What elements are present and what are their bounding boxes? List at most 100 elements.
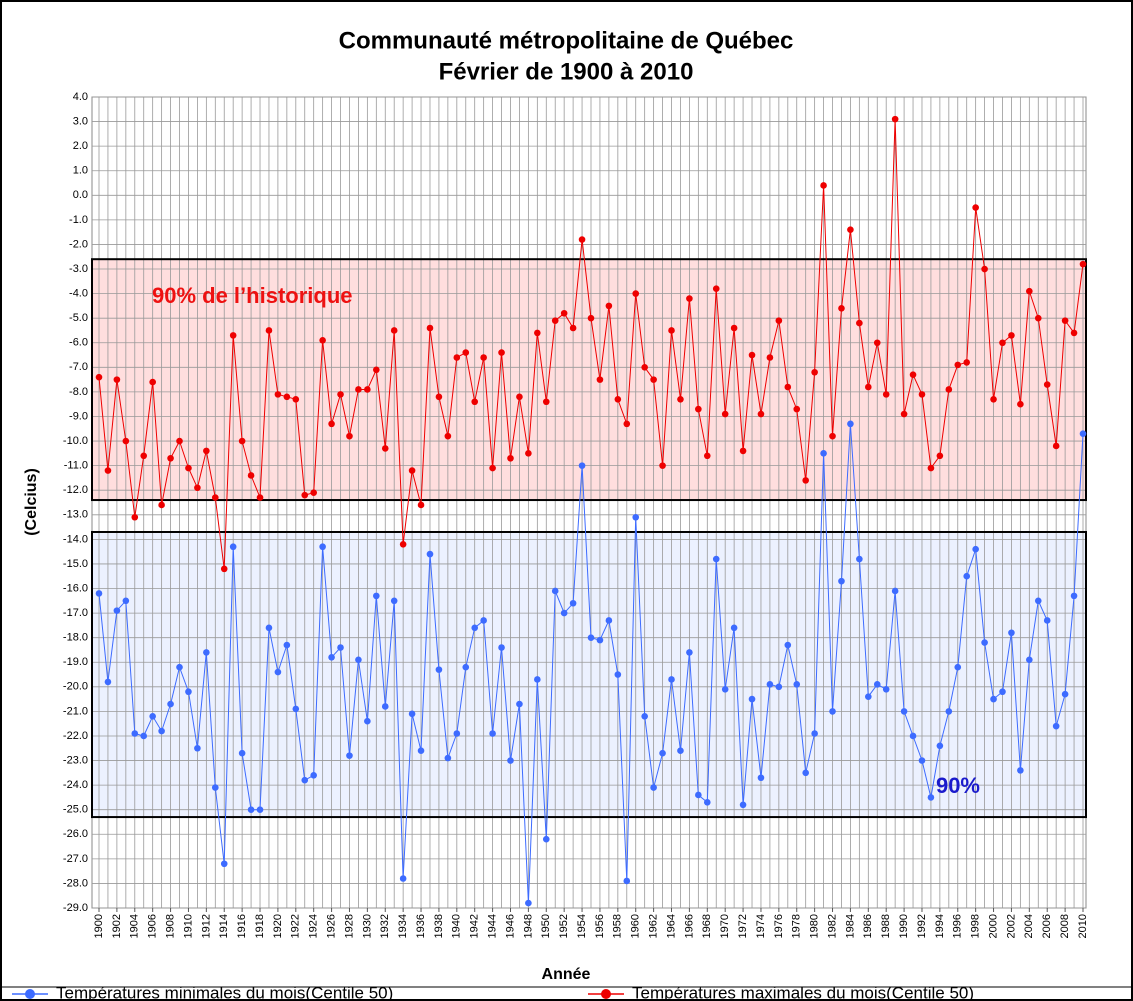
data-point — [373, 592, 380, 600]
data-point — [158, 727, 165, 735]
x-tick-label: 1942 — [469, 914, 481, 938]
data-point — [721, 410, 729, 418]
x-tick-label: 1998 — [970, 914, 982, 938]
data-point — [578, 236, 586, 243]
data-point — [238, 437, 246, 445]
data-point — [1070, 329, 1078, 337]
x-tick-label: 1918 — [254, 914, 266, 938]
data-point — [596, 376, 604, 383]
data-point — [954, 361, 962, 369]
x-tick-label: 1986 — [862, 914, 874, 938]
data-point — [381, 703, 389, 710]
y-tick-label: -20.0 — [63, 681, 88, 693]
data-point — [453, 354, 461, 361]
data-point — [1052, 722, 1060, 730]
data-point — [158, 501, 165, 509]
data-point — [909, 732, 917, 740]
data-point — [847, 226, 854, 234]
data-point — [229, 543, 237, 551]
data-point — [766, 354, 774, 361]
data-point — [1026, 656, 1033, 664]
data-point — [865, 383, 872, 391]
legend-marker — [601, 989, 611, 999]
data-point — [695, 791, 702, 799]
data-point — [444, 754, 452, 762]
data-point — [748, 351, 756, 359]
x-tick-label: 1968 — [701, 914, 713, 938]
y-tick-label: -25.0 — [63, 804, 88, 816]
x-tick-label: 1902 — [111, 914, 123, 938]
data-point — [203, 447, 210, 455]
data-point — [355, 656, 362, 664]
data-point — [927, 794, 935, 801]
x-tick-label: 1900 — [93, 914, 105, 938]
data-point — [703, 799, 711, 806]
data-point — [373, 366, 380, 374]
data-point — [856, 319, 863, 327]
data-point — [283, 393, 291, 401]
y-tick-label: -27.0 — [63, 853, 88, 865]
data-point — [775, 683, 783, 691]
data-point — [578, 462, 586, 469]
data-point — [542, 398, 550, 406]
y-tick-label: -23.0 — [63, 754, 88, 766]
x-tick-label: 1980 — [809, 914, 821, 938]
x-tick-label: 1904 — [129, 914, 141, 938]
x-tick-label: 1966 — [683, 914, 695, 938]
data-point — [381, 445, 389, 452]
data-point — [623, 420, 631, 428]
y-tick-label: -12.0 — [63, 484, 88, 496]
data-point — [113, 376, 121, 383]
band-label: 90% de l’historique — [152, 283, 353, 308]
data-point — [1052, 442, 1060, 450]
data-point — [1061, 690, 1069, 698]
data-point — [167, 700, 174, 708]
x-tick-label: 1952 — [558, 914, 570, 938]
data-point — [811, 730, 818, 737]
x-tick-label: 1932 — [379, 914, 391, 938]
band-outline — [91, 530, 1087, 819]
data-point — [686, 649, 693, 656]
data-point — [167, 454, 174, 462]
x-tick-label: 1910 — [182, 914, 194, 938]
data-point — [1034, 597, 1042, 605]
x-tick-label: 1924 — [308, 914, 320, 938]
data-point — [417, 501, 425, 509]
data-point — [283, 641, 291, 649]
data-point — [918, 391, 926, 398]
data-point — [516, 393, 523, 401]
data-point — [1070, 592, 1078, 600]
data-point — [650, 376, 657, 383]
x-tick-label: 1940 — [451, 914, 463, 938]
data-point — [1079, 430, 1087, 437]
data-point — [838, 577, 845, 585]
x-tick-label: 1976 — [773, 914, 785, 938]
x-tick-label: 1962 — [648, 914, 660, 938]
y-tick-label: -17.0 — [63, 607, 88, 619]
data-point — [891, 587, 899, 595]
x-axis-title: Année — [542, 966, 591, 983]
data-point — [757, 410, 765, 418]
data-point — [632, 513, 640, 521]
data-point — [909, 371, 917, 379]
x-tick-label: 1974 — [755, 914, 767, 938]
x-tick-label: 1958 — [612, 914, 624, 938]
data-point — [355, 386, 362, 393]
data-point — [775, 317, 783, 324]
data-point — [918, 757, 926, 764]
data-point — [211, 494, 219, 501]
x-tick-label: 1938 — [433, 914, 445, 938]
data-point — [310, 771, 317, 779]
y-tick-label: -14.0 — [63, 533, 88, 545]
data-point — [891, 115, 899, 123]
y-tick-label: -3.0 — [69, 263, 88, 275]
data-point — [793, 405, 801, 413]
data-point — [408, 710, 416, 718]
data-point — [873, 339, 881, 347]
data-point — [265, 327, 273, 334]
y-tick-label: -16.0 — [63, 582, 88, 594]
data-point — [551, 587, 559, 595]
x-tick-label: 1934 — [397, 914, 409, 938]
data-point — [1043, 617, 1051, 624]
data-point — [462, 663, 470, 671]
